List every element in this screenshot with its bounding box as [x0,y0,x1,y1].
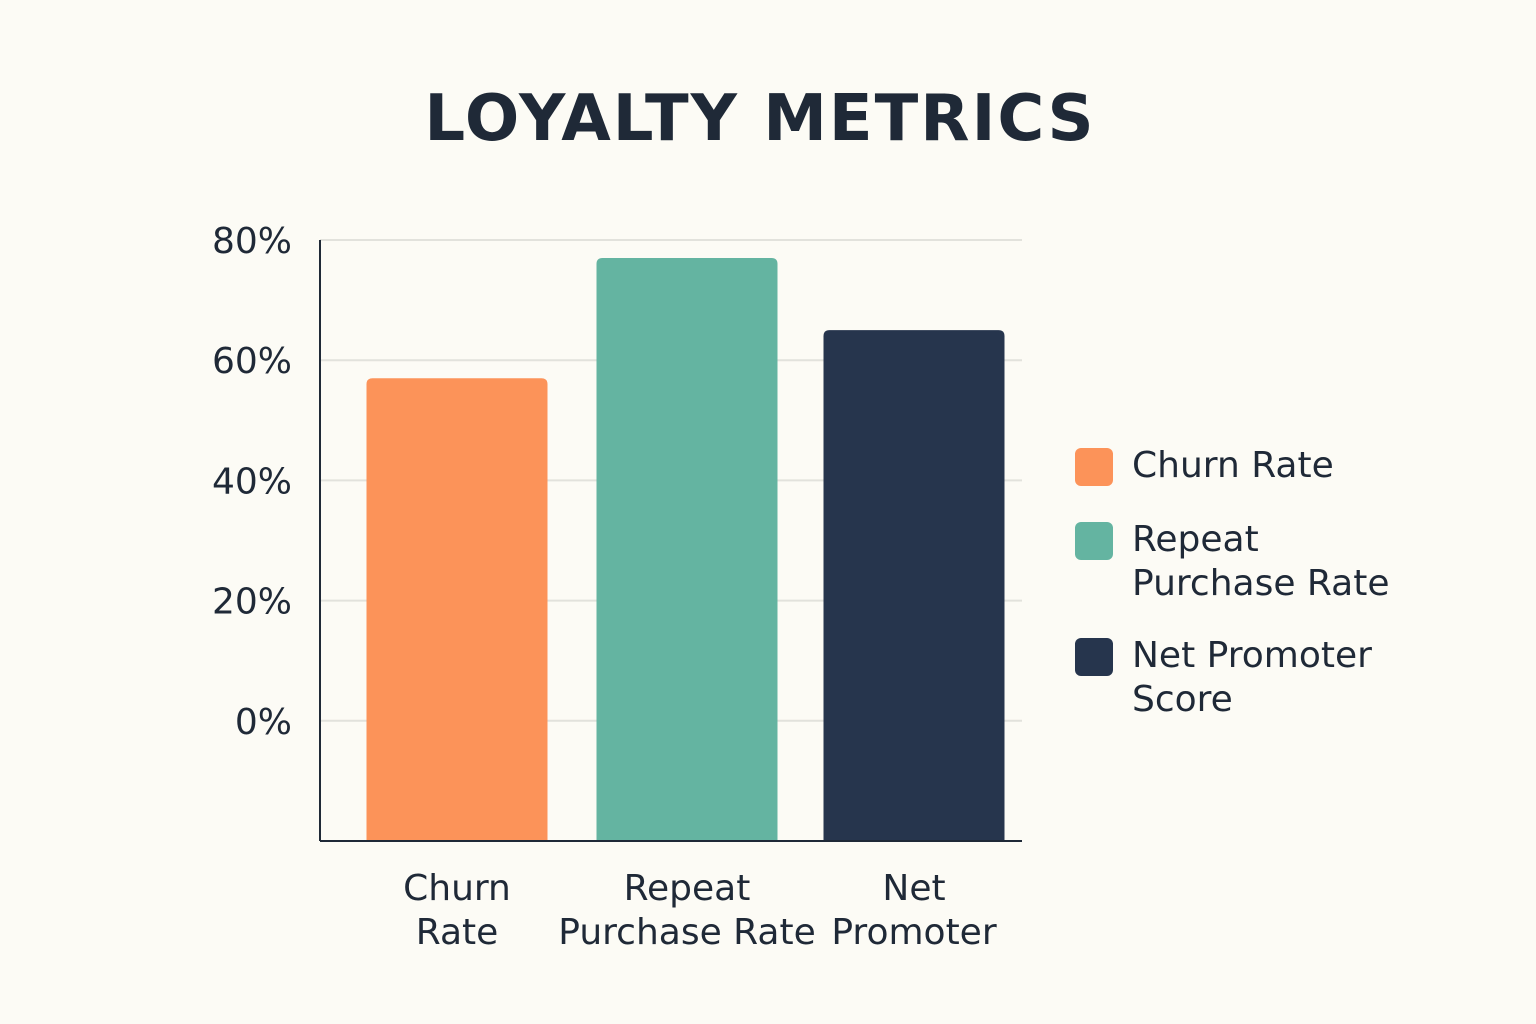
y-tick-label: 20% [212,582,292,623]
y-tick-label: 80% [212,221,292,262]
y-tick-label: 40% [212,461,292,502]
legend-swatch-churn-rate [1075,448,1113,486]
x-tick-label: Net Promoter [831,868,996,953]
legend-item-net-promoter-score: Net Promoter Score [1074,634,1472,722]
legend: Churn Rate Repeat Purchase Rate Net Prom… [1074,444,1472,752]
legend-label: Churn Rate [1132,445,1334,486]
bar [823,330,1005,841]
legend-label: Net Promoter Score [1132,635,1372,720]
legend-item-repeat-purchase-rate: Repeat Purchase Rate [1074,518,1472,606]
y-tick-label: 60% [212,341,292,382]
x-tick-label: Repeat Purchase Rate [558,868,815,953]
bar [366,378,548,841]
y-tick-label: 0% [235,702,292,743]
y-tick-labels: 0% 20% 40% 60% 80% [212,221,292,743]
chart-title: LOYALTY METRICS [424,82,1096,156]
bars-group [366,258,1005,841]
legend-label: Repeat Purchase Rate [1132,519,1390,604]
x-tick-label: Churn Rate [403,868,511,953]
axes-group [319,240,1022,842]
legend-item-churn-rate: Churn Rate [1074,444,1472,488]
bar [596,258,778,841]
legend-swatch-repeat-purchase-rate [1075,522,1113,560]
legend-swatch-net-promoter-score [1075,638,1113,676]
